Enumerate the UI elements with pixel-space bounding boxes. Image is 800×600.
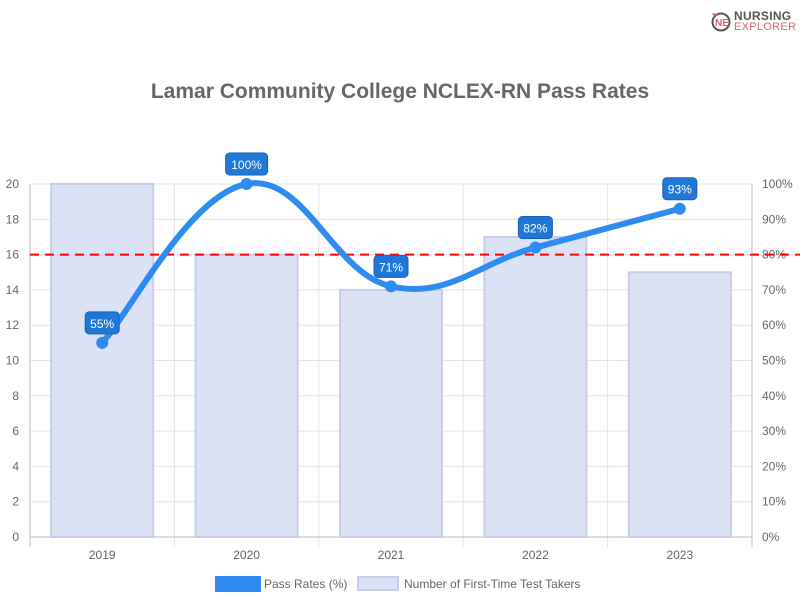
data-label-box (662, 177, 698, 201)
right-axis-tick: 70% (762, 283, 786, 297)
right-axis-tick: 30% (762, 424, 786, 438)
legend-label-test-takers: Number of First-Time Test Takers (404, 577, 580, 591)
data-label-box (373, 254, 409, 278)
right-axis-tick: 0% (762, 530, 780, 544)
bar-2019 (50, 183, 155, 538)
data-label-box (225, 152, 269, 176)
pass-rate-line (99, 180, 681, 345)
left-axis-tick: 20 (6, 177, 20, 191)
bar-2021 (339, 288, 443, 538)
left-axis-tick: 2 (12, 495, 19, 509)
left-axis-tick: 8 (12, 389, 19, 403)
right-axis-tick: 90% (762, 212, 786, 226)
data-label: 55% (90, 317, 114, 331)
right-axis-tick: 40% (762, 389, 786, 403)
left-axis-tick: 10 (6, 354, 20, 368)
data-label: 71% (379, 260, 403, 274)
nursing-explorer-logo: NE NURSING EXPLORER (710, 8, 797, 34)
right-axis-tick: 10% (762, 495, 786, 509)
pass-rate-point-2022 (529, 241, 542, 254)
x-axis-tick: 2021 (378, 548, 405, 562)
data-label: 100% (231, 158, 262, 172)
logo-text-line2: EXPLORER (734, 21, 797, 33)
left-axis-tick: 4 (12, 459, 19, 473)
left-axis-tick: 12 (6, 318, 20, 332)
legend-swatch-test-takers (357, 576, 399, 591)
left-axis-tick: 16 (6, 248, 20, 262)
right-axis-tick: 50% (762, 354, 786, 368)
x-axis-tick: 2023 (666, 548, 693, 562)
left-axis-tick: 6 (12, 424, 19, 438)
svg-text:NE: NE (715, 18, 729, 29)
bar-2023 (627, 271, 732, 538)
data-label: 82% (523, 222, 547, 236)
right-axis-tick: 100% (762, 177, 793, 191)
pass-rate-point-2019 (96, 336, 109, 349)
x-axis-tick: 2020 (233, 548, 260, 562)
bar-2022 (483, 235, 588, 538)
logo-text-line1: NURSING (734, 9, 792, 23)
legend-label-pass-rates: Pass Rates (%) (264, 577, 347, 591)
data-label-box (517, 216, 553, 240)
right-axis-tick: 60% (762, 318, 786, 332)
pass-rate-point-2020 (240, 178, 253, 190)
pass-rate-point-2023 (673, 202, 686, 215)
left-axis-tick: 14 (6, 283, 20, 297)
left-axis-tick: 18 (6, 212, 20, 226)
chart-title: Lamar Community College NCLEX-RN Pass Ra… (150, 80, 650, 103)
legend-swatch-pass-rates (215, 576, 261, 592)
bar-2020 (194, 253, 299, 538)
x-axis-tick: 2022 (522, 548, 549, 562)
left-axis-tick: 0 (12, 530, 19, 544)
data-label: 93% (668, 183, 692, 197)
right-axis-tick: 80% (762, 248, 786, 262)
pass-rate-point-2021 (385, 280, 397, 293)
x-axis-tick: 2019 (89, 548, 116, 562)
logo-icon: NE (711, 12, 731, 32)
data-label-box (84, 311, 120, 335)
right-axis-tick: 20% (762, 459, 786, 473)
